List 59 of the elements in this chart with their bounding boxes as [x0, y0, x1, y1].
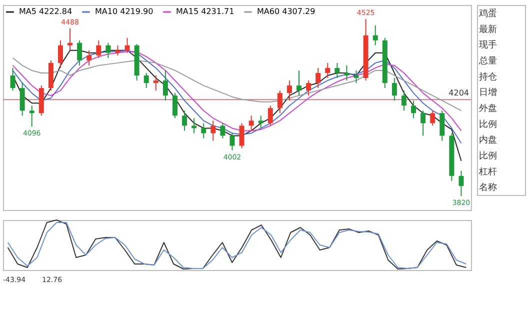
candlestick [458, 170, 464, 196]
candlestick [392, 78, 397, 102]
candlestick [182, 110, 188, 132]
candlestick [68, 28, 73, 51]
candlestick [296, 70, 302, 96]
candlestick [258, 115, 264, 129]
text: 名称 [479, 182, 497, 194]
candlestick [115, 44, 120, 56]
candlestick [192, 118, 197, 134]
candlestick [316, 67, 321, 89]
candlestick [286, 80, 292, 102]
text: 日增 [479, 87, 497, 98]
legend-label: MA5 4222.84 [19, 7, 72, 16]
candlestick [401, 90, 406, 112]
candlestick [354, 70, 359, 84]
legend-label: MA15 4231.71 [176, 7, 234, 16]
candlestick [430, 110, 436, 126]
candlestick [144, 72, 149, 89]
candlestick [10, 67, 16, 92]
candlestick [20, 82, 25, 116]
candlestick [220, 122, 226, 139]
candlestick [344, 64, 350, 82]
candlestick [96, 40, 102, 58]
candlestick [162, 70, 168, 102]
text: 鸡蛋 [478, 8, 497, 19]
text: 现手 [479, 40, 497, 51]
candlestick [248, 115, 254, 132]
text: 内盘 [479, 134, 497, 146]
text: 持仓 [479, 71, 497, 82]
candlestick [86, 50, 92, 66]
text: 外盘 [479, 102, 497, 114]
candlestick [306, 80, 312, 96]
candlestick [29, 105, 34, 128]
candlestick [334, 62, 340, 78]
candlestick [230, 132, 235, 151]
text: 总量 [478, 55, 497, 66]
candlestick [172, 92, 178, 119]
text: 比例 [479, 150, 497, 162]
candlestick [106, 42, 111, 58]
text: 杠杆 [478, 166, 497, 178]
candlestick [440, 110, 445, 142]
candlestick [153, 74, 158, 92]
candlestick [58, 40, 63, 68]
candlestick [77, 40, 82, 66]
candlestick [239, 122, 244, 149]
legend-label: MA60 4307.29 [257, 7, 316, 16]
legend-label: MA10 4219.90 [95, 7, 154, 16]
ref-line-label: 4204 [448, 88, 469, 98]
candlestick [201, 122, 206, 139]
candlestick [268, 105, 273, 126]
text: 最新 [479, 24, 497, 35]
candlestick [411, 100, 416, 119]
candlestick [420, 110, 426, 136]
text: 比例 [479, 118, 497, 130]
candlestick [124, 37, 130, 54]
candlestick [277, 90, 282, 114]
candlestick [372, 24, 378, 46]
candlestick [210, 120, 216, 142]
candlestick [325, 62, 330, 78]
